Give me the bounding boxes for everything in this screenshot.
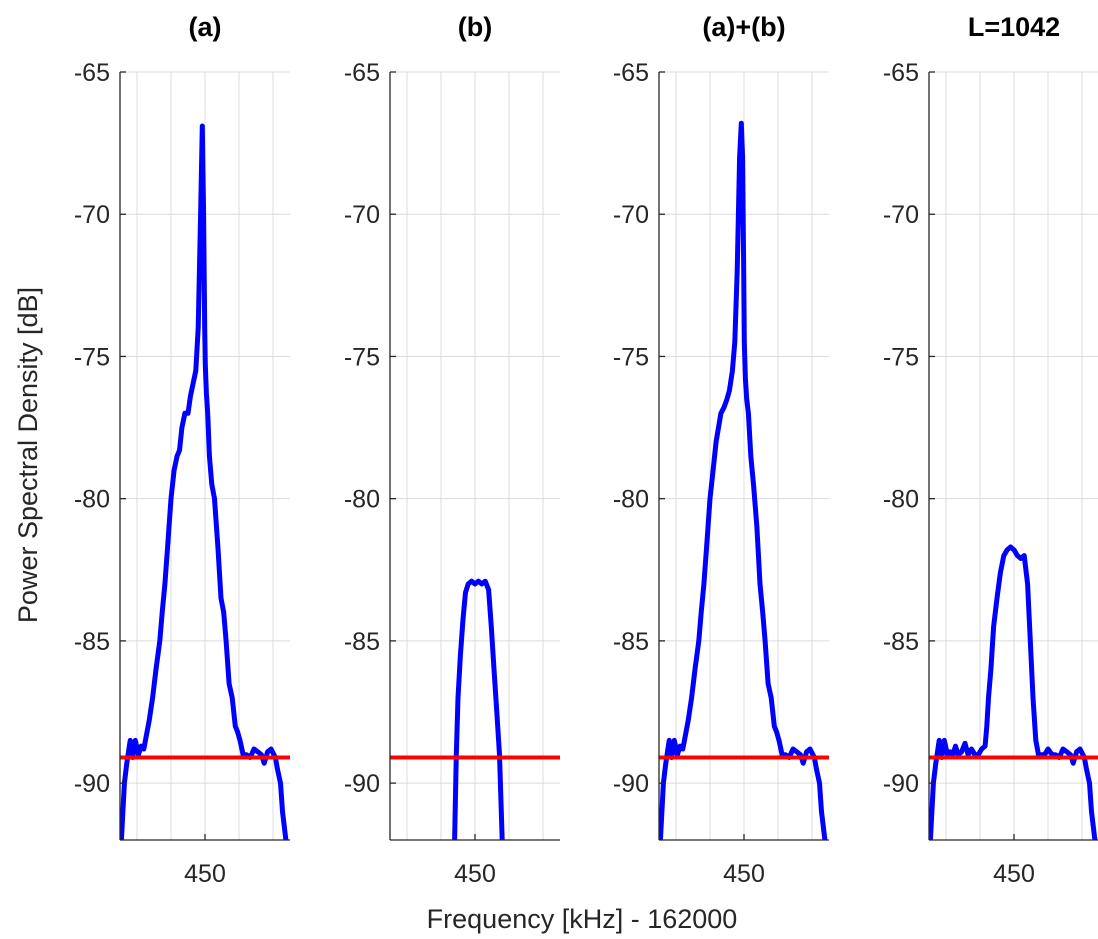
y-tick-label: -90 [613,770,649,798]
subplot-2: -90 -85 -80 -75 -70 -65 450 (b) [344,12,560,888]
psd-curve [659,120,828,840]
x-tick-label: 450 [993,860,1035,888]
y-tick-label: -80 [74,486,110,514]
y-tick-label: -70 [344,201,380,229]
psd-curve [120,123,289,840]
y-tick-label: -80 [613,486,649,514]
y-tick-label: -75 [344,343,380,371]
y-tick-label: -80 [883,486,919,514]
y-tick-label: -85 [613,628,649,656]
y-tick-label: -90 [344,770,380,798]
y-axis-label: Power Spectral Density [dB] [13,287,43,623]
series-group [120,123,290,840]
x-tick-label: 450 [454,860,496,888]
y-tick-label: -65 [883,59,919,87]
y-tick-label: -70 [74,201,110,229]
y-tick-label: -85 [883,628,919,656]
y-tick-label: -65 [74,59,110,87]
x-tick-label: 450 [723,860,765,888]
series-group [659,120,829,840]
subplot-4: -90 -85 -80 -75 -70 -65 450 L=1042 [883,12,1098,888]
y-tick-label: -75 [613,343,649,371]
y-tick-label: -80 [344,486,380,514]
y-tick-label: -90 [74,770,110,798]
subplot-1: -90 -85 -80 -75 -70 -65 450 (a) [74,12,290,888]
y-tick-label: -85 [74,628,110,656]
subplot-title: (b) [458,12,492,42]
y-tick-label: -70 [613,201,649,229]
y-tick-label: -90 [883,770,919,798]
y-tick-label: -85 [344,628,380,656]
psd-curve [452,578,505,840]
subplot-title: (a)+(b) [702,12,785,42]
x-tick-label: 450 [184,860,226,888]
y-tick-label: -75 [883,343,919,371]
y-tick-label: -65 [344,59,380,87]
x-axis-label: Frequency [kHz] - 162000 [427,904,738,934]
subplot-3: -90 -85 -80 -75 -70 -65 450 (a)+(b) [613,12,829,888]
subplot-title: L=1042 [968,12,1060,42]
subplot-title: (a) [189,12,222,42]
y-tick-label: -65 [613,59,649,87]
grid [929,71,1098,840]
series-group [390,578,560,840]
series-group [929,544,1098,840]
subplot-panels: -90-85-80-75-70-65450(a)-90-85-80-75-70-… [74,12,1098,888]
psd-curve [929,544,1098,840]
grid [390,71,560,840]
y-tick-label: -70 [883,201,919,229]
y-tick-label: -75 [74,343,110,371]
